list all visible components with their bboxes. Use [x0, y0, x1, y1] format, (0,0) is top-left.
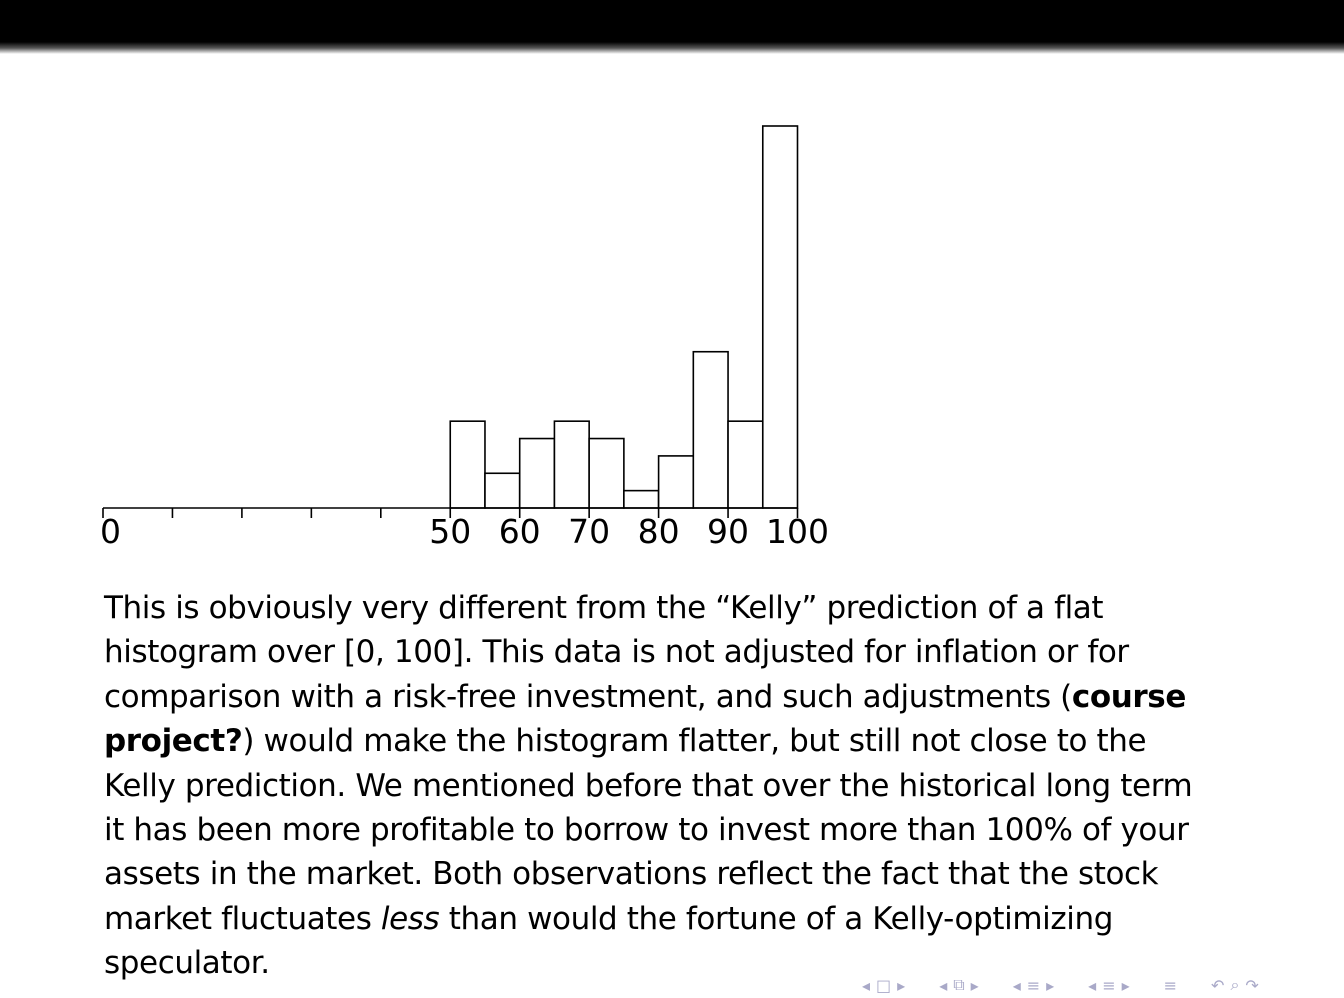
paragraph-line-8-text-b: than would the fortune of a Kelly-optimi… — [439, 900, 1114, 937]
paragraph-line-3-text: comparison with a risk-free investment, … — [104, 678, 1072, 715]
paragraph-line-7: assets in the market. Both observations … — [104, 856, 1159, 893]
x-tick-labels: 0 50 60 70 80 90 100 — [100, 512, 829, 551]
bold-course: course — [1071, 678, 1187, 715]
search-icon[interactable]: ⌕ — [1230, 975, 1240, 994]
x-tick-label-100: 100 — [766, 512, 829, 551]
italic-less: less — [380, 900, 440, 937]
section-prev-icon[interactable]: ◂ — [1012, 975, 1021, 995]
histogram-bar-95-100 — [761, 125, 799, 509]
histogram-bars — [449, 125, 799, 509]
search-back-icon[interactable]: ↶ — [1211, 975, 1225, 995]
slide-header-bar — [0, 0, 1344, 54]
subsubsection-prev-icon[interactable]: ◂ — [1088, 975, 1097, 995]
histogram-bar-80-85 — [657, 455, 695, 509]
histogram-bar-65-70 — [553, 420, 590, 509]
x-tick-label-60: 60 — [499, 512, 541, 551]
x-tick-label-80: 80 — [638, 512, 680, 551]
histogram-bar-85-90 — [692, 350, 729, 509]
histogram-bar-60-65 — [518, 437, 556, 509]
subsubsection-next-icon[interactable]: ▸ — [1121, 975, 1130, 995]
paragraph-line-4: project?) would make the histogram flatt… — [104, 719, 1264, 763]
subsection-next-icon[interactable]: ▸ — [970, 975, 979, 995]
bold-project: project? — [104, 723, 243, 760]
section-next-icon[interactable]: ▸ — [1046, 975, 1055, 995]
x-tick-label-70: 70 — [568, 512, 610, 551]
paragraph-line-5: Kelly prediction. We mentioned before th… — [104, 767, 1193, 804]
paragraph-line-6: it has been more profitable to borrow to… — [104, 811, 1189, 848]
slide-paragraph: This is obviously very different from th… — [104, 586, 1264, 986]
paragraph-line-8: market fluctuates less than would the fo… — [104, 897, 1264, 941]
search-forward-icon[interactable]: ↷ — [1245, 975, 1259, 995]
subsubsection-icon[interactable]: ≡ — [1102, 975, 1116, 995]
paragraph-line-3: comparison with a risk-free investment, … — [104, 675, 1264, 719]
section-icon[interactable]: ≡ — [1026, 975, 1041, 995]
histogram-chart: 0 50 60 70 80 90 100 — [100, 125, 829, 551]
paragraph-line-4-text: ) would make the histogram flatter, but … — [242, 723, 1147, 760]
histogram-bar-55-60 — [484, 472, 521, 509]
subsection-icon[interactable]: ⧉ — [953, 975, 965, 994]
frame-prev-icon[interactable]: ◂ — [862, 975, 871, 995]
align-icon[interactable]: ≡ — [1163, 975, 1178, 995]
frame-icon[interactable]: □ — [876, 975, 892, 995]
beamer-navigation: ◂ □ ▸ ◂ ⧉ ▸ ◂ ≡ ▸ ◂ ≡ ▸ ≡ ↶ ⌕ ↷ — [862, 974, 1259, 996]
histogram-bar-90-95 — [727, 420, 764, 509]
frame-next-icon[interactable]: ▸ — [897, 975, 906, 995]
paragraph-line-1: This is obviously very different from th… — [104, 590, 1104, 626]
paragraph-line-8-text-a: market fluctuates — [104, 900, 381, 937]
x-axis — [102, 507, 799, 518]
histogram-bar-50-55 — [449, 420, 486, 509]
x-tick-label-50: 50 — [429, 512, 471, 551]
paragraph-line-2: histogram over [0, 100]. This data is no… — [104, 634, 1129, 671]
paragraph-line-9: speculator. — [104, 945, 270, 982]
subsection-prev-icon[interactable]: ◂ — [939, 975, 948, 995]
histogram-bar-70-75 — [588, 437, 625, 509]
x-tick-label-0: 0 — [100, 512, 121, 551]
x-tick-label-90: 90 — [707, 512, 749, 551]
histogram-bar-75-80 — [623, 489, 660, 509]
